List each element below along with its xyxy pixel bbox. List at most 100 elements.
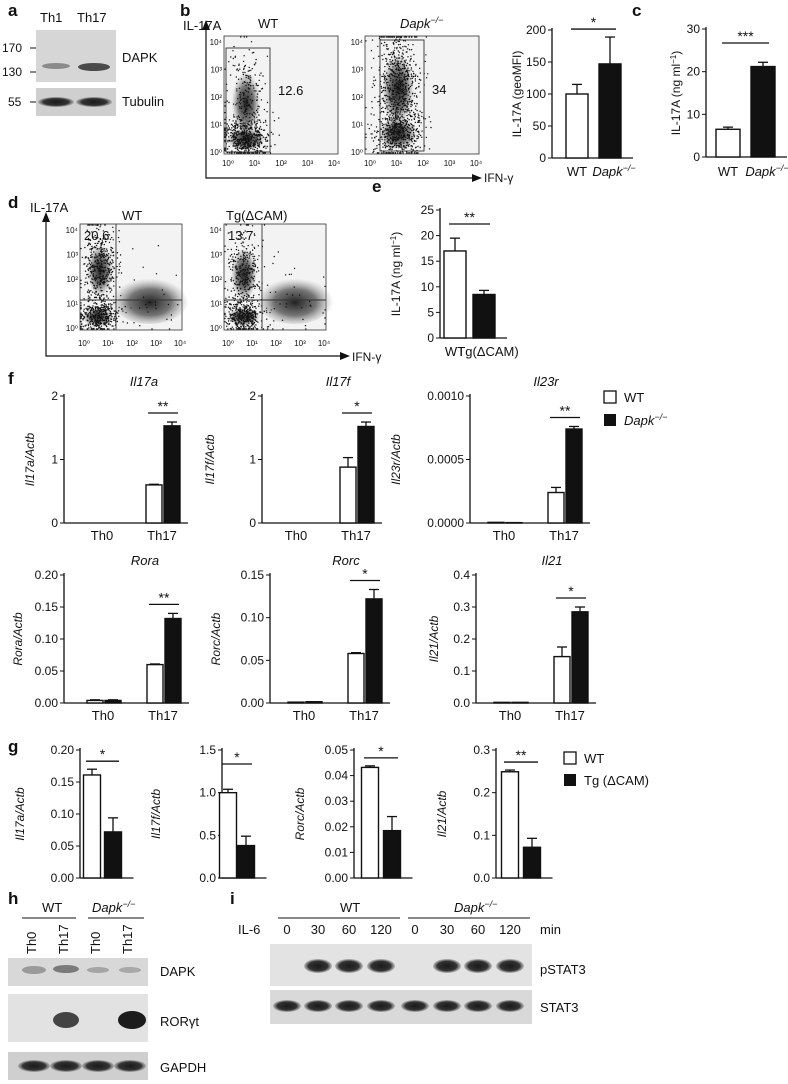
flow-dot [235, 327, 237, 329]
flow-dot [243, 111, 246, 113]
flow-dot [259, 128, 261, 130]
flow-dot [99, 258, 101, 260]
y-tick-label: 0.3 [453, 600, 470, 614]
flow-dot [95, 303, 98, 305]
flow-dot [401, 148, 403, 151]
flow-dot [231, 124, 234, 127]
flow-dot [236, 318, 238, 320]
flow-dot [224, 150, 226, 152]
flow-dot [409, 152, 411, 154]
flow-dot [233, 305, 236, 308]
flow-dot [394, 102, 396, 104]
flow-dot [91, 278, 93, 280]
flow-dot [107, 306, 109, 308]
flow-dot [371, 39, 374, 41]
flow-dot [372, 83, 374, 85]
x-tick-label: Th0 [92, 708, 114, 723]
legend-g: WT Tg (ΔCAM) [563, 751, 649, 788]
flow-dot [405, 59, 407, 61]
y-tick-label: 0.20 [51, 743, 75, 757]
flow-dot [82, 328, 84, 330]
flow-dot [249, 78, 251, 81]
flow-dot [414, 80, 417, 82]
y-axis-label: Rorc/Actb [209, 612, 223, 665]
flow-dot [117, 236, 120, 239]
band [114, 1060, 146, 1072]
flow-dot [99, 269, 102, 272]
band [76, 97, 112, 107]
flow-dot [410, 123, 413, 126]
flow-dot [403, 129, 405, 131]
flow-dot [394, 62, 396, 64]
flow-dot [105, 274, 108, 276]
flow-dot [258, 90, 260, 92]
flow-dot [110, 321, 113, 323]
flow-dot [154, 301, 157, 303]
legend-f-wt: WT [624, 390, 644, 405]
flow-dot [245, 135, 247, 137]
flow-dot [109, 303, 112, 305]
flow-dot [258, 114, 260, 116]
flow-dot [384, 86, 386, 89]
flow-dot [255, 140, 258, 142]
flow-dot [256, 150, 259, 152]
flow-dot [249, 134, 251, 136]
flow-dot [99, 273, 101, 275]
flow-dot [94, 302, 97, 304]
flow-dot [290, 273, 292, 275]
flow-dot [107, 270, 110, 272]
flow-dot [97, 241, 100, 243]
flow-dot [265, 147, 267, 149]
flow-dot [87, 237, 90, 240]
band [82, 1060, 114, 1072]
flow-dot [244, 280, 246, 282]
flow-dot [236, 284, 238, 286]
flow-dot [83, 308, 85, 310]
flow-dot [232, 143, 235, 145]
flow-dot [228, 101, 230, 104]
flow-dot [231, 326, 233, 328]
flow-dot [394, 56, 396, 59]
flow-dot [84, 325, 86, 327]
flow-dot [405, 98, 407, 100]
flow-dot [240, 78, 243, 80]
flow-dot [155, 273, 158, 275]
flow-dot [247, 324, 249, 327]
flow-dot [110, 279, 112, 281]
flow-tick-label: 10³ [210, 66, 222, 75]
blot-h-lane-1: Th0 [24, 932, 39, 954]
flow-dot [107, 317, 110, 319]
flow-dot [246, 276, 248, 278]
flow-dot [250, 140, 252, 142]
flow-dot [386, 140, 389, 142]
flow-dot [237, 290, 240, 292]
flow-dot [245, 98, 247, 100]
flow-dot [397, 125, 399, 128]
flow-dot [232, 138, 235, 141]
flow-dot [252, 306, 254, 308]
flow-dot [417, 116, 419, 118]
flow-dot [231, 269, 234, 271]
flow-tick-label: 10¹ [210, 300, 222, 309]
y-tick-label: 0.00 [241, 696, 265, 710]
flow-dot [239, 143, 242, 145]
flow-dot [99, 277, 101, 280]
flow-dot [397, 107, 399, 109]
flow-dot [237, 98, 239, 100]
flow-dot [411, 80, 413, 83]
flow-dot [421, 136, 423, 138]
flow-dot [121, 308, 123, 310]
flow-dot [381, 124, 384, 127]
flow-dot [111, 236, 113, 239]
flow-dot [400, 141, 402, 144]
flow-dot [413, 113, 415, 116]
flow-dot [385, 136, 387, 138]
flow-dot [393, 138, 395, 141]
flow-dot [90, 314, 92, 316]
flow-dot [241, 130, 243, 132]
flow-dot [239, 122, 241, 125]
flow-dot [384, 70, 386, 73]
flow-dot [244, 305, 246, 307]
flow-dot [233, 129, 235, 131]
